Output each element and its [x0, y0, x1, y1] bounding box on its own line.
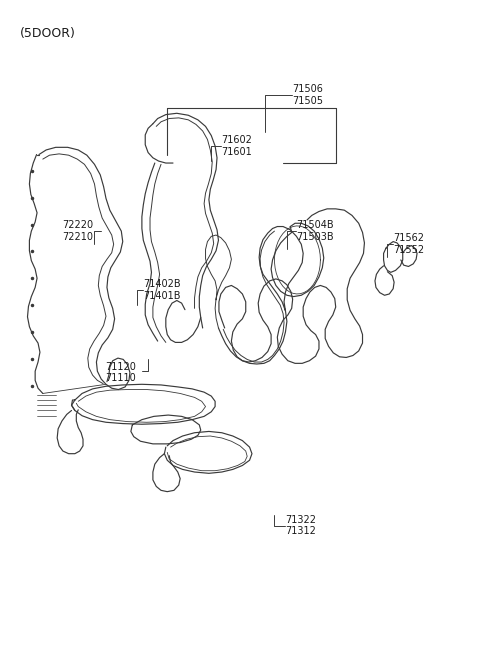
Text: 71602
71601: 71602 71601 [221, 135, 252, 157]
Text: 71504B
71503B: 71504B 71503B [297, 220, 334, 242]
Text: (5DOOR): (5DOOR) [20, 27, 76, 40]
Text: 72220
72210: 72220 72210 [62, 220, 93, 242]
Text: 71506
71505: 71506 71505 [292, 84, 323, 106]
Text: 71322
71312: 71322 71312 [285, 515, 316, 537]
Text: 71562
71552: 71562 71552 [393, 234, 424, 255]
Text: 71120
71110: 71120 71110 [105, 361, 136, 383]
Text: 71402B
71401B: 71402B 71401B [144, 279, 181, 301]
